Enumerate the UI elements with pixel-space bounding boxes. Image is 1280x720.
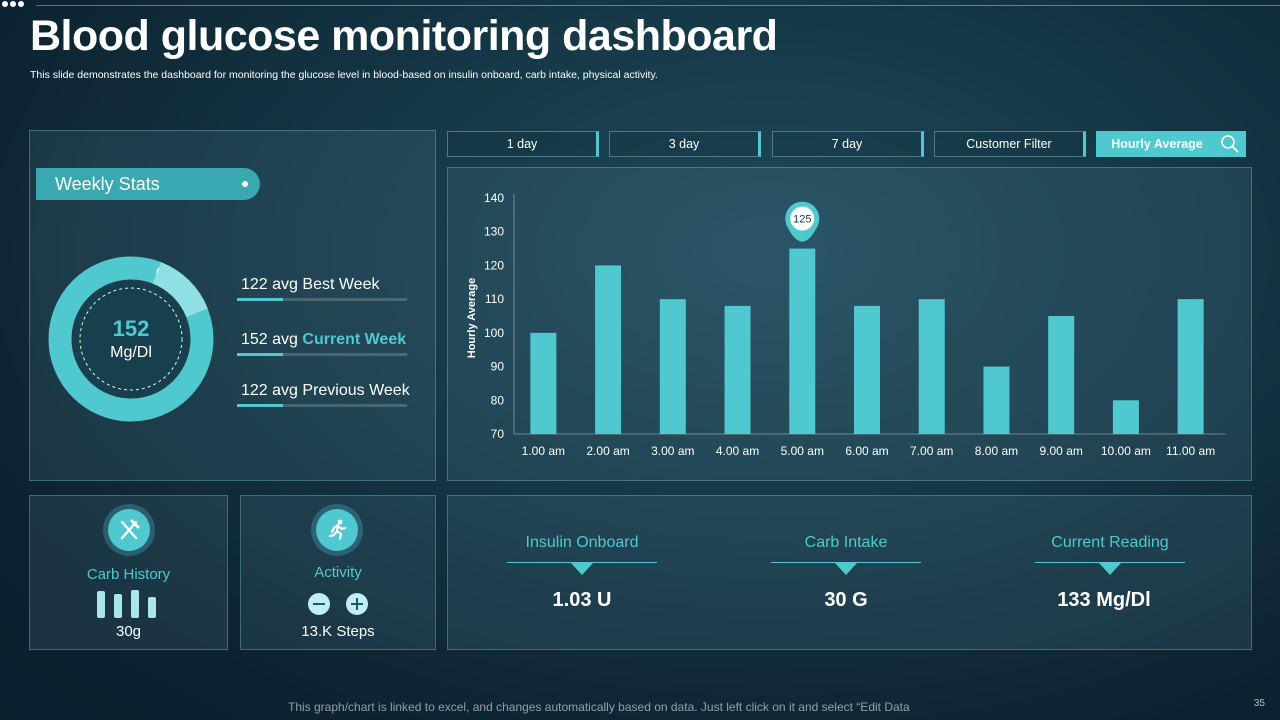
bar-5-00-am — [789, 248, 816, 434]
x-tick-label: 11.00 am — [1166, 444, 1215, 458]
bar-6-00-am — [854, 305, 880, 434]
bar-2-00-am — [595, 265, 622, 434]
bar-8-00-am — [983, 366, 1010, 434]
x-tick-label: 9.00 am — [1040, 444, 1083, 458]
x-tick-label: 2.00 am — [586, 444, 629, 458]
bar-3-00-am — [659, 299, 686, 434]
y-tick-label: 120 — [484, 258, 504, 272]
bar-4-00-am — [724, 305, 751, 434]
current-reading-pointer — [1099, 563, 1121, 575]
carb-intake-divider — [771, 562, 921, 563]
donut-unit: Mg/Dl — [110, 344, 152, 361]
stat-best-week: 122 avg Best Week — [241, 276, 380, 293]
activity-value: 13.K Steps — [301, 623, 375, 640]
y-tick-label: 70 — [491, 427, 505, 441]
x-tick-label: 3.00 am — [651, 444, 694, 458]
stat-best-week-bar — [237, 298, 407, 301]
page-subtitle: This slide demonstrates the dashboard fo… — [30, 69, 658, 81]
cutlery-icon — [108, 509, 150, 551]
y-tick-label: 90 — [491, 360, 505, 374]
current-reading-label: Current Reading — [1051, 534, 1169, 551]
bar-7-00-am — [918, 299, 945, 434]
carb-bar — [148, 597, 156, 618]
bar-9-00-am — [1048, 316, 1075, 434]
y-tick-label: 130 — [484, 225, 504, 239]
footer-note: This graph/chart is linked to excel, and… — [288, 700, 910, 714]
activity-increase-button[interactable] — [346, 593, 368, 615]
activity-label: Activity — [314, 564, 362, 581]
carb-intake-label: Carb Intake — [804, 534, 888, 551]
stat-current-week: 152 avg Current Week — [241, 331, 407, 348]
carb-bar — [97, 591, 105, 618]
y-tick-label: 110 — [485, 292, 504, 306]
y-tick-label: 100 — [484, 326, 504, 340]
donut-highlight-segment — [152, 262, 208, 318]
y-axis-title: Hourly Average — [466, 278, 478, 359]
insulin-onboard-pointer — [571, 563, 593, 575]
carb-history-label: Carb History — [86, 566, 171, 583]
carb-history-value: 30g — [115, 623, 142, 640]
stat-previous-week-bar — [237, 404, 407, 407]
glucose-donut: 152 Mg/Dl — [48, 256, 214, 422]
annotation-pin-face — [790, 206, 815, 231]
weekly-stats-heading: Weekly Stats — [36, 168, 260, 200]
insulin-onboard-value: 1.03 U — [552, 589, 612, 611]
page-number: 35 — [1253, 698, 1265, 709]
running-person-icon — [316, 509, 358, 551]
bar-1-00-am — [530, 332, 557, 434]
insulin-onboard-label: Insulin Onboard — [525, 534, 639, 551]
carb-intake-pointer — [835, 563, 857, 575]
x-tick-label: 5.00 am — [781, 444, 824, 458]
insulin-onboard-divider — [507, 562, 657, 563]
x-tick-label: 8.00 am — [975, 444, 1018, 458]
tab-customer-filter[interactable]: Customer Filter — [934, 131, 1086, 157]
x-tick-label: 7.00 am — [910, 444, 953, 458]
hourly-average-chart: 70 80 90 100 110 120 130 140 Hourly Average 1.00 … — [466, 191, 1226, 458]
bar-10-00-am — [1112, 400, 1139, 434]
bar-11-00-am — [1177, 299, 1204, 434]
current-reading-value: 133 Mg/Dl — [1057, 589, 1151, 611]
current-reading-divider — [1035, 562, 1185, 563]
page-title: Blood glucose monitoring dashboard — [30, 12, 778, 60]
weekly-stats-heading-label: Weekly Stats — [55, 174, 160, 194]
top-divider — [36, 5, 1280, 6]
tab-7-day[interactable]: 7 day — [772, 131, 924, 157]
tab-hourly-average[interactable]: Hourly Average — [1096, 131, 1246, 157]
carb-intake-value: 30 G — [824, 589, 868, 611]
tab-hourly-average-label: Hourly Average — [1111, 137, 1203, 151]
activity-decrease-button[interactable] — [308, 593, 330, 615]
heading-dot-icon — [242, 181, 248, 187]
donut-value: 152 — [112, 316, 150, 341]
stat-current-week-bar — [237, 353, 407, 356]
tab-3-day[interactable]: 3 day — [609, 131, 761, 157]
donut-ring — [48, 256, 214, 422]
carb-bar — [114, 594, 122, 618]
annotation-label: 125 — [793, 214, 811, 226]
slide-dots — [2, 1, 24, 7]
stat-previous-week: 122 avg Previous Week — [241, 382, 410, 399]
tab-1-day[interactable]: 1 day — [447, 131, 599, 157]
y-tick-label: 140 — [484, 191, 504, 205]
x-tick-label: 6.00 am — [845, 444, 888, 458]
carb-history-bars — [97, 590, 156, 618]
x-tick-label: 10.00 am — [1101, 444, 1151, 458]
search-icon — [1221, 135, 1239, 153]
x-tick-label: 4.00 am — [716, 444, 759, 458]
carb-bar — [131, 590, 139, 618]
x-tick-label: 1.00 am — [522, 444, 565, 458]
y-tick-label: 80 — [491, 393, 505, 407]
